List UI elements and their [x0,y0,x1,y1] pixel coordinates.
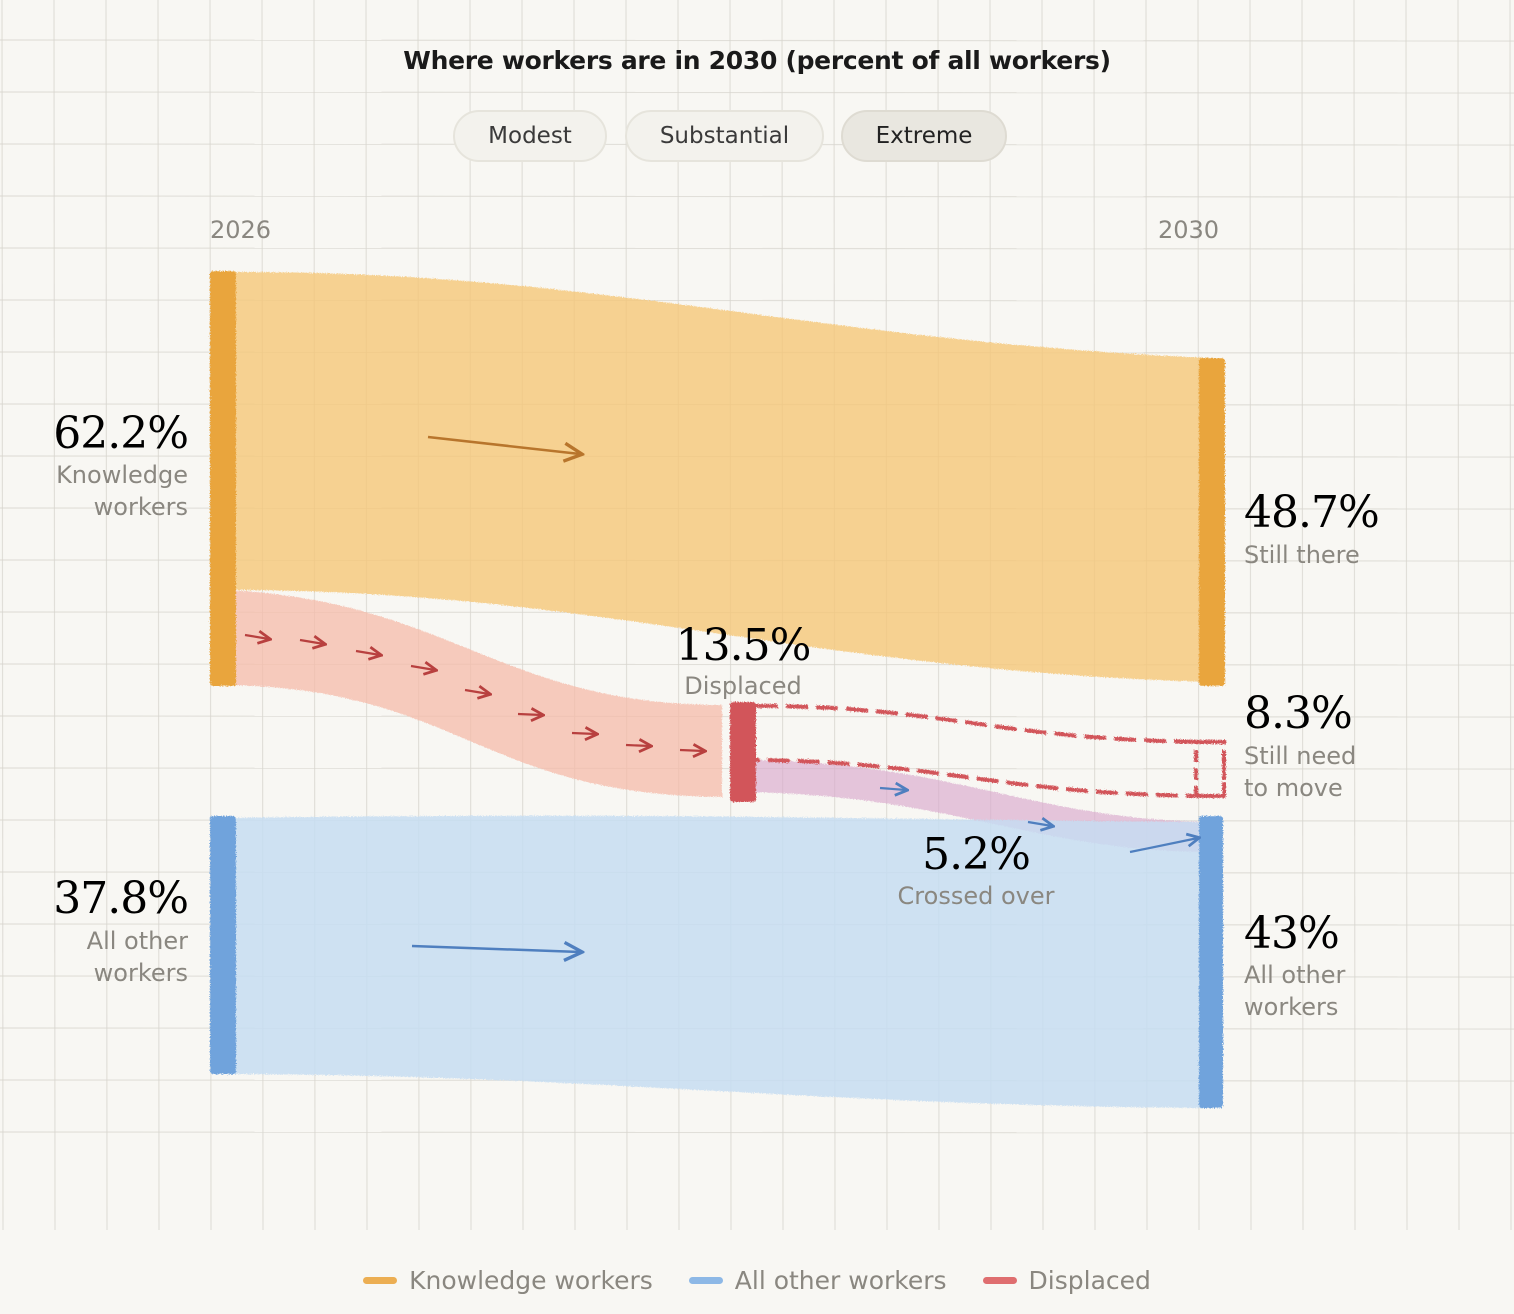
scenario-substantial-button[interactable]: Substantial [625,110,824,162]
other-swatch-icon [688,1277,723,1284]
flow-knowledge-displaced [224,590,722,797]
other-2030-value: 43% [1244,908,1339,959]
crossed-over-arrow [1129,838,1198,854]
crossed-over-flow-arrows [879,788,1198,854]
knowledge-2026-label-1: Knowledge [56,461,188,489]
legend: Knowledge workers All other workers Disp… [0,1266,1514,1295]
knowledge-swatch-icon [363,1277,398,1284]
other-2030-label-1: All other [1244,961,1345,989]
crossed-over-label: Crossed over [898,882,1055,910]
displaced-arrow [410,666,435,670]
node-other-2026 [210,816,236,1074]
displaced-arrow [625,745,650,746]
other-flow-arrow [411,946,580,952]
legend-label-knowledge: Knowledge workers [409,1266,653,1295]
displaced-arrow [517,714,542,715]
other-2026-label-2: workers [94,959,188,987]
flow-other-other [224,815,1205,1108]
other-2030-label-2: workers [1244,993,1338,1021]
displaced-arrow [299,640,324,644]
still-there-value: 48.7% [1244,487,1379,538]
legend-item-knowledge: Knowledge workers [363,1266,653,1295]
legend-item-displaced: Displaced [982,1266,1151,1295]
flow-knowledge-still-there [224,271,1210,682]
still-need-to-move-label-1: Still need [1244,742,1356,770]
year-2030-label: 2030 [1158,216,1220,244]
crossed-over-value: 5.2% [922,829,1030,880]
year-2026-label: 2026 [210,216,272,244]
other-2026-value: 37.8% [53,873,188,924]
node-still-need-to-move [1194,740,1226,798]
displaced-arrow [244,635,269,639]
chart-title: Where workers are in 2030 (percent of al… [403,46,1111,75]
still-need-to-move-value: 8.3% [1244,688,1352,739]
displaced-arrow [355,651,380,655]
knowledge-2026-label-2: workers [94,493,188,521]
other-2026-label-1: All other [87,927,188,955]
still-need-to-move-label-2: to move [1244,774,1343,802]
still-there-label: Still there [1244,541,1360,569]
crossed-over-arrow [1027,822,1052,826]
displaced-arrow [464,690,489,694]
knowledge-flow-arrow [427,435,580,454]
scenario-modest-button[interactable]: Modest [453,110,607,162]
legend-label-displaced: Displaced [1028,1266,1151,1295]
scenario-extreme-button[interactable]: Extreme [841,110,1007,162]
legend-item-other: All other workers [688,1266,947,1295]
displaced-label: Displaced [684,672,801,700]
node-displaced [730,702,756,802]
node-other-2030 [1199,816,1223,1108]
node-still-there [1199,358,1225,686]
displaced-value: 13.5% [676,620,811,671]
knowledge-2026-value: 62.2% [53,408,188,459]
displaced-swatch-icon [982,1277,1017,1284]
displaced-flow-arrows [244,635,704,751]
displaced-arrow [679,750,704,751]
node-knowledge-2026 [210,271,236,686]
crossed-over-arrow [879,788,906,790]
legend-label-other: All other workers [734,1266,947,1295]
displaced-arrow [571,733,596,734]
